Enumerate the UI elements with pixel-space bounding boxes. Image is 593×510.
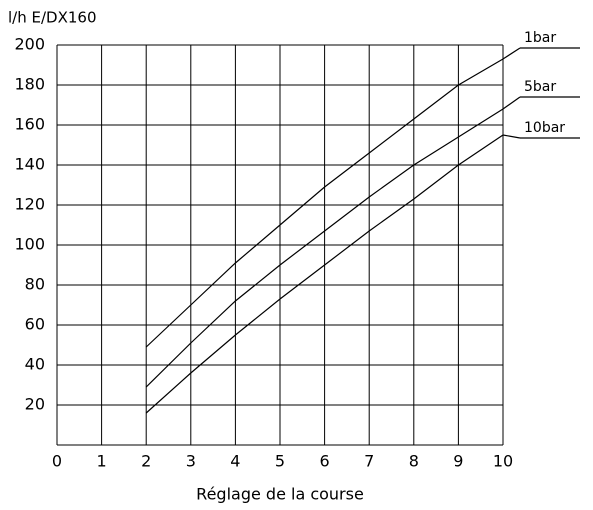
y-tick-label: 60 — [25, 315, 45, 334]
x-tick-label: 4 — [230, 452, 240, 471]
y-tick-label: 100 — [14, 235, 45, 254]
series-line — [145, 108, 504, 388]
x-tick-label: 10 — [493, 452, 513, 471]
x-tick-label: 1 — [97, 452, 107, 471]
chart-title: l/h E/DX160 — [8, 9, 96, 27]
x-tick-label: 5 — [275, 452, 285, 471]
y-tick-label: 40 — [25, 355, 45, 374]
legend-label: 1bar — [524, 30, 556, 46]
y-tick-label: 140 — [14, 155, 45, 174]
x-tick-label: 6 — [320, 452, 330, 471]
x-tick-label: 3 — [186, 452, 196, 471]
leader-line — [502, 96, 521, 110]
x-tick-label: 0 — [52, 452, 62, 471]
x-tick-label: 7 — [364, 452, 374, 471]
series-line — [145, 58, 504, 348]
leader-line — [502, 134, 521, 139]
legend-label: 10bar — [524, 120, 565, 136]
x-axis-label: Réglage de la course — [196, 485, 364, 504]
y-tick-label: 160 — [14, 115, 45, 134]
y-tick-label: 80 — [25, 275, 45, 294]
y-tick-label: 180 — [14, 75, 45, 94]
x-tick-label: 2 — [141, 452, 151, 471]
legend-label: 5bar — [524, 79, 556, 95]
leader-line — [502, 47, 521, 60]
series-line — [145, 134, 504, 414]
x-tick-label: 9 — [453, 452, 463, 471]
x-tick-label: 8 — [409, 452, 419, 471]
y-tick-label: 20 — [25, 395, 45, 414]
y-tick-label: 200 — [14, 35, 45, 54]
y-tick-label: 120 — [14, 195, 45, 214]
